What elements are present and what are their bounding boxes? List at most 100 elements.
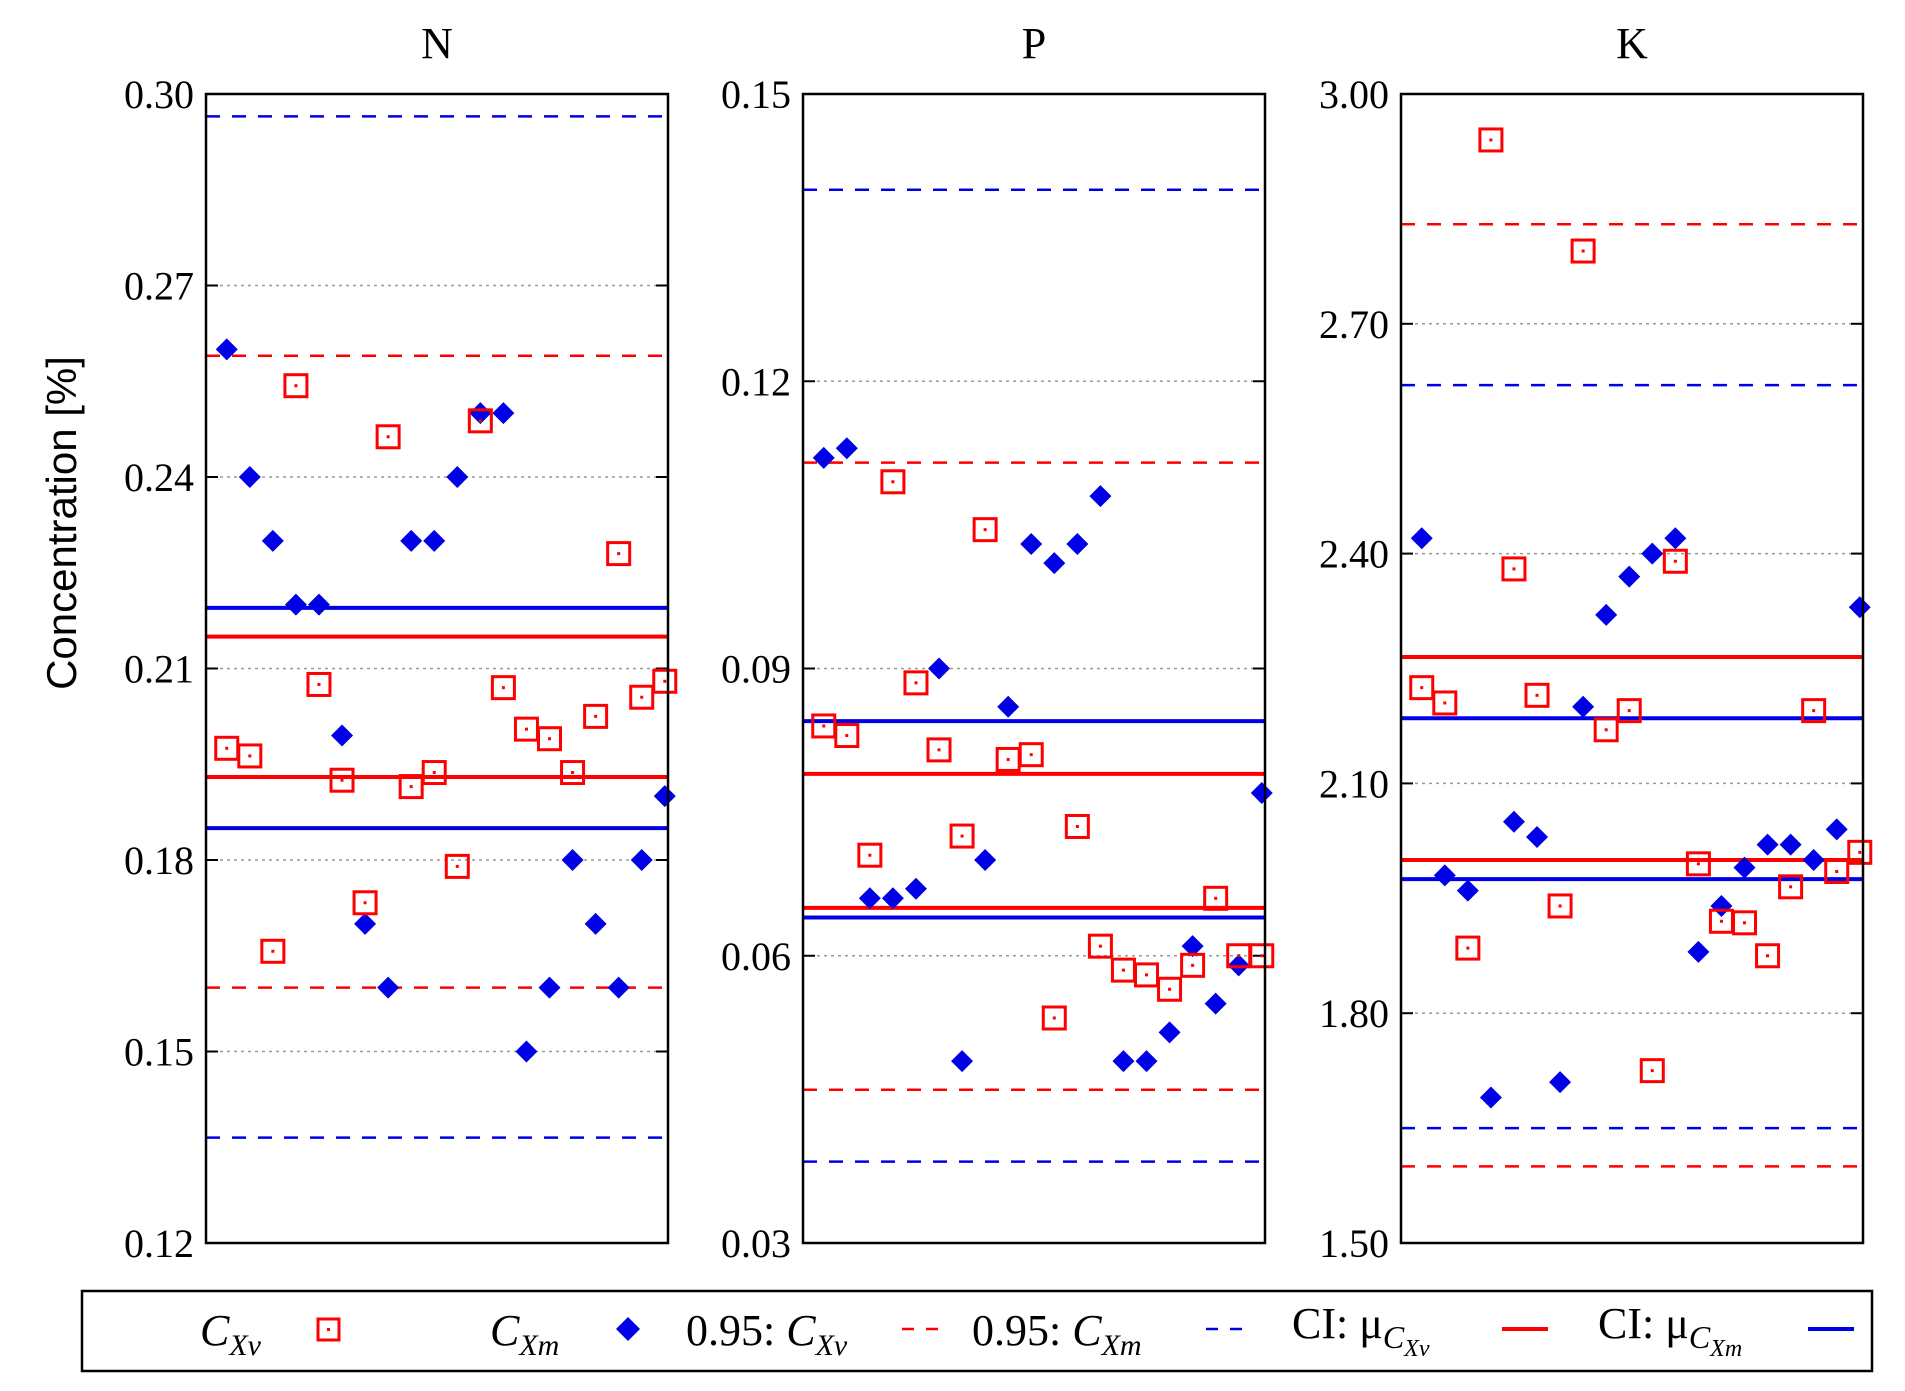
point-cxm-p [1135, 1050, 1158, 1073]
point-cxv-dot-n [248, 754, 252, 758]
panel-p: P 0.03 0.06 0.09 0.12 0.15 [721, 19, 1275, 1266]
point-cxv-dot-k [1535, 693, 1539, 697]
point-cxm-n [492, 402, 515, 425]
point-cxv-dot-k [1789, 885, 1793, 889]
point-cxv-dot-n [317, 682, 321, 686]
point-cxm-p [1020, 533, 1043, 556]
point-cxm-n [561, 849, 584, 871]
point-cxv-n [490, 675, 516, 701]
ytick-label-n: 0.24 [124, 455, 194, 500]
point-cxv-dot-p [937, 748, 941, 752]
ytick-label-n: 0.18 [124, 838, 194, 883]
plot-frame-k [1399, 92, 1865, 1245]
panel-k: K 1.50 1.80 2.10 2.40 2.70 3.00 [1319, 19, 1873, 1266]
point-cxv-dot-k [1420, 686, 1424, 690]
point-cxm-k [1733, 856, 1756, 879]
ytick-label-n: 0.12 [124, 1221, 194, 1266]
ytick-label-n: 0.30 [124, 72, 194, 117]
point-cxv-n [306, 671, 332, 697]
point-cxv-dot-n [594, 714, 598, 718]
point-cxm-n [446, 466, 469, 488]
legend-ci-mu-xv-label: CI: μCXv [1292, 1299, 1430, 1362]
legend-cxm-marker [616, 1317, 640, 1341]
point-cxm-p [997, 695, 1020, 718]
point-cxv-n [629, 684, 655, 710]
point-cxm-k [1756, 833, 1779, 856]
point-cxm-n [354, 912, 377, 935]
point-cxv-dot-k [1696, 862, 1700, 866]
point-cxv-n [606, 541, 632, 567]
point-cxv-dot-k [1766, 954, 1770, 958]
point-cxv-dot-p [868, 853, 872, 857]
point-cxm-k [1641, 542, 1664, 565]
y-axis-title: Concentration [%] [38, 356, 85, 690]
point-cxm-n [538, 976, 561, 999]
point-cxv-p [1134, 962, 1160, 988]
point-cxm-n [630, 849, 653, 871]
point-cxv-dot-p [1260, 954, 1264, 958]
point-cxv-n [583, 703, 609, 729]
point-cxv-p [903, 670, 929, 696]
point-cxv-p [1064, 813, 1090, 839]
legend-cxm-label: CXm [490, 1306, 559, 1362]
point-cxv-k [1432, 690, 1458, 716]
point-cxv-n [537, 726, 563, 752]
panel-title-n: N [421, 19, 453, 68]
point-cxv-dot-n [432, 771, 436, 775]
legend-cxv-marker-dot [327, 1328, 330, 1331]
point-cxv-k [1547, 893, 1573, 919]
ytick-label-k: 1.80 [1319, 991, 1389, 1036]
point-cxm-k [1526, 826, 1549, 849]
point-cxv-dot-k [1627, 709, 1631, 713]
point-cxm-p [835, 437, 858, 460]
point-cxv-dot-n [524, 727, 528, 731]
point-cxv-k [1662, 548, 1688, 574]
point-cxm-k [1410, 527, 1433, 550]
point-cxm-n [238, 466, 261, 488]
point-cxv-n [283, 373, 309, 399]
point-cxv-n [237, 743, 263, 769]
point-cxm-p [1043, 552, 1066, 575]
point-cxm-k [1848, 596, 1871, 619]
point-cxm-n [423, 529, 446, 552]
point-cxm-k [1456, 879, 1479, 902]
point-cxm-p [1250, 781, 1273, 804]
point-cxm-p [928, 657, 951, 680]
legend-cxv-label: CXv [200, 1306, 262, 1362]
point-cxm-p [904, 877, 927, 900]
point-cxv-p [1087, 933, 1113, 959]
point-cxm-p [1204, 992, 1227, 1015]
point-cxv-k [1524, 682, 1550, 708]
point-cxv-dot-k [1673, 559, 1677, 563]
point-cxv-dot-n [340, 778, 344, 782]
point-cxm-p [1089, 485, 1112, 508]
point-cxv-n [444, 853, 470, 879]
point-cxv-dot-p [1168, 987, 1172, 991]
point-cxv-p [926, 737, 952, 763]
point-cxv-p [857, 842, 883, 868]
point-cxv-n [260, 938, 286, 964]
point-cxm-k [1664, 527, 1687, 550]
point-cxv-k [1755, 943, 1781, 969]
ytick-label-p: 0.15 [721, 72, 791, 117]
ytick-label-k: 1.50 [1319, 1221, 1389, 1266]
point-cxv-dot-n [548, 737, 552, 741]
point-cxv-p [1249, 943, 1275, 969]
point-cxv-dot-p [1214, 896, 1218, 900]
point-cxv-dot-n [571, 771, 575, 775]
point-cxv-p [949, 823, 975, 849]
legend-ci95-xv-label: 0.95: CXv [686, 1306, 848, 1362]
point-cxv-p [1203, 885, 1229, 911]
point-cxv-p [972, 517, 998, 543]
point-cxv-dot-k [1743, 921, 1747, 925]
point-cxm-n [607, 976, 630, 999]
point-cxm-n [469, 402, 492, 425]
point-cxm-k [1595, 603, 1618, 626]
point-cxv-dot-p [1237, 954, 1241, 958]
point-cxv-p [880, 469, 906, 495]
point-cxv-dot-n [294, 384, 298, 388]
ytick-label-k: 2.40 [1319, 532, 1389, 577]
point-cxv-p [1157, 976, 1183, 1002]
plot-frame-n [204, 92, 670, 1245]
point-cxv-k [1616, 698, 1642, 724]
